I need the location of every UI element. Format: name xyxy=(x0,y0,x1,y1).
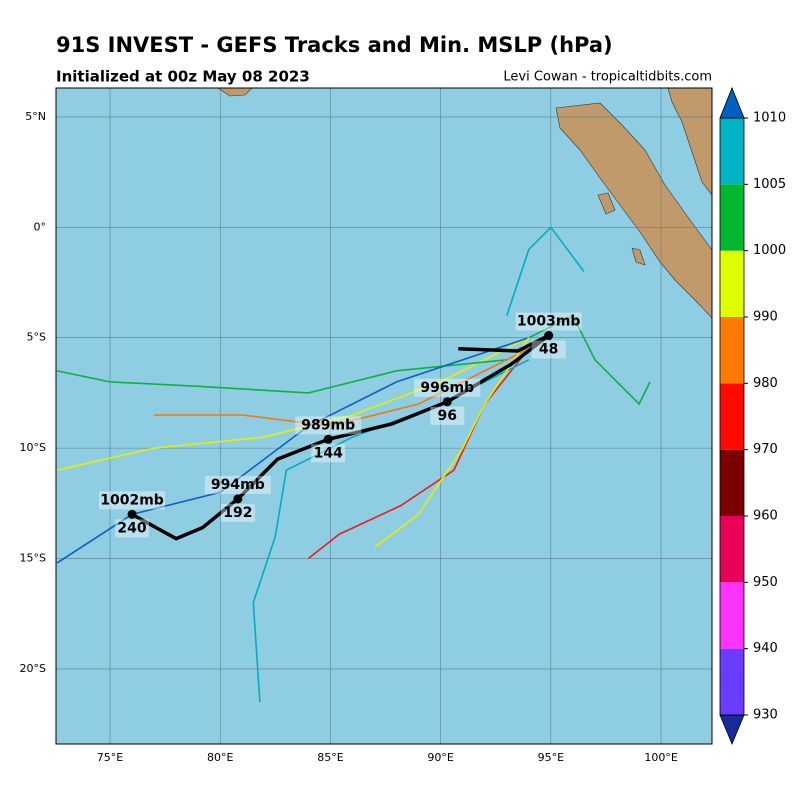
track-point xyxy=(233,494,243,504)
label-box xyxy=(515,312,582,331)
track-point xyxy=(127,509,137,519)
ensemble-track xyxy=(56,359,507,394)
colorbar-under xyxy=(719,714,745,746)
frame xyxy=(55,87,713,745)
title: 91S INVEST - GEFS Tracks and Min. MSLP (… xyxy=(56,33,613,57)
x-tick-label: 90°E xyxy=(427,751,453,764)
colorbar-segment xyxy=(720,449,744,516)
colorbar-label: 980 xyxy=(753,376,778,391)
y-tick-label: 0° xyxy=(34,220,47,233)
colorbar-label: 990 xyxy=(753,310,778,325)
island xyxy=(631,247,646,266)
colorbar-label: 1000 xyxy=(753,243,786,258)
label-box xyxy=(430,406,465,425)
x-tick-label: 85°E xyxy=(317,751,343,764)
hour-label: 192 xyxy=(223,505,252,521)
label-box xyxy=(115,519,150,538)
island xyxy=(597,192,616,215)
y-tick-label: 5°S xyxy=(27,331,46,344)
colorbar-label: 950 xyxy=(753,575,778,590)
hour-label: 144 xyxy=(314,445,343,461)
colorbar-frame xyxy=(719,117,745,716)
ensemble-track xyxy=(506,226,585,316)
pressure-label: 1002mb xyxy=(100,492,164,508)
y-tick-label: 15°S xyxy=(20,552,46,565)
hour-label: 48 xyxy=(539,342,558,358)
colorbar-label: 960 xyxy=(753,509,778,524)
sumatra xyxy=(555,102,712,319)
ensemble-track xyxy=(56,336,530,564)
label-box xyxy=(311,444,346,463)
label-box xyxy=(531,340,566,359)
credit: Levi Cowan - tropicaltidbits.com xyxy=(503,70,712,85)
colorbar-segment xyxy=(720,383,744,450)
y-tick-label: 20°S xyxy=(20,662,46,675)
colorbar-segment xyxy=(720,648,744,715)
label-box xyxy=(99,491,166,510)
label-box xyxy=(220,503,255,522)
colorbar-segment xyxy=(720,250,744,317)
colorbar-label: 970 xyxy=(753,442,778,457)
track-point xyxy=(323,434,333,444)
track-point xyxy=(442,397,452,407)
colorbar-segment xyxy=(720,582,744,649)
hour-label: 96 xyxy=(438,408,457,424)
y-tick-label: 10°S xyxy=(20,441,46,454)
ensemble-track xyxy=(528,314,651,406)
colorbar-label: 930 xyxy=(753,708,778,723)
track-point xyxy=(544,331,554,341)
hour-label: 240 xyxy=(117,520,146,536)
pressure-label: 989mb xyxy=(301,417,355,433)
label-box xyxy=(295,416,362,435)
label-box xyxy=(204,475,271,494)
colorbar-label: 940 xyxy=(753,641,778,656)
x-tick-label: 100°E xyxy=(644,751,677,764)
colorbar-segment xyxy=(720,118,744,185)
ensemble-track xyxy=(154,348,530,427)
colorbar-segment xyxy=(720,317,744,384)
colorbar-label: 1010 xyxy=(753,111,786,126)
x-tick-label: 95°E xyxy=(538,751,564,764)
pressure-label: 1003mb xyxy=(517,314,581,330)
ensemble-track xyxy=(374,337,530,549)
x-tick-label: 75°E xyxy=(97,751,123,764)
y-tick-label: 5°N xyxy=(25,110,46,123)
malay-peninsula xyxy=(667,88,712,196)
ensemble-track xyxy=(307,348,530,560)
mean-track xyxy=(131,333,550,541)
land xyxy=(217,88,712,319)
colorbar-segment xyxy=(720,184,744,251)
x-tick-label: 80°E xyxy=(207,751,233,764)
pressure-label: 994mb xyxy=(211,477,265,493)
subtitle: Initialized at 00z May 08 2023 xyxy=(56,68,310,86)
sri-lanka xyxy=(217,88,253,97)
colorbar-segment xyxy=(720,516,744,583)
label-box xyxy=(414,378,481,397)
pressure-label: 996mb xyxy=(420,380,474,396)
colorbar-over xyxy=(719,86,745,119)
colorbar-label: 1005 xyxy=(753,177,786,192)
